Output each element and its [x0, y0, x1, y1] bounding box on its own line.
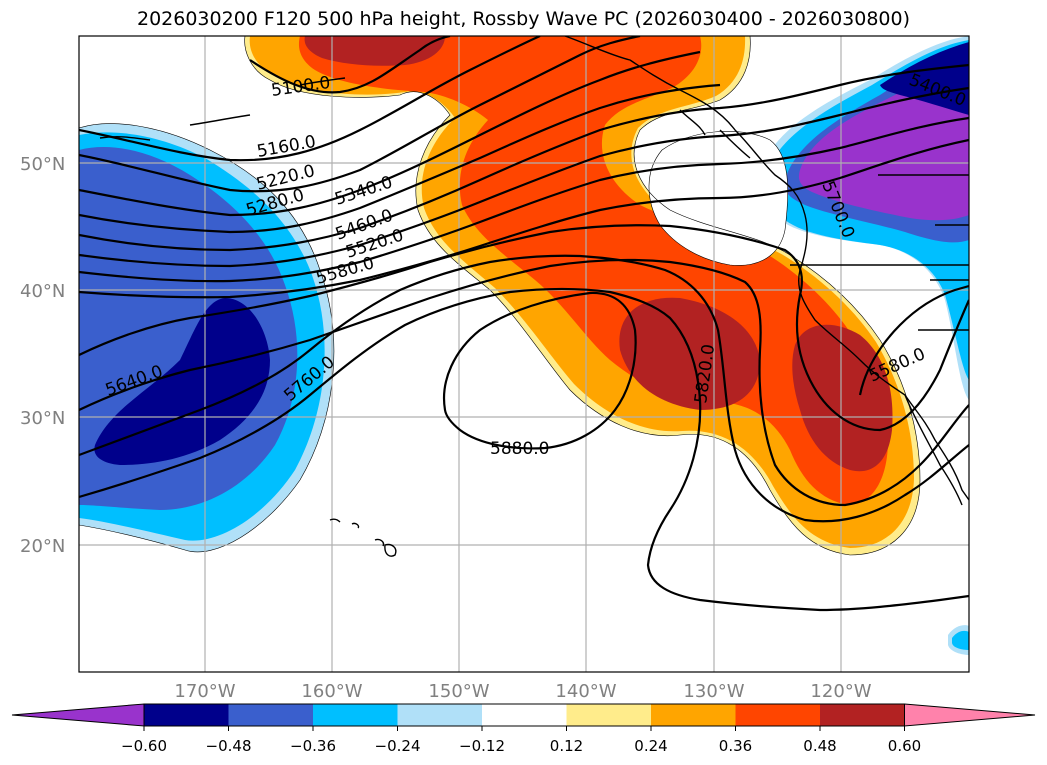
colorbar-tick-2: −0.36	[290, 737, 336, 755]
contour-5580-se	[858, 284, 969, 396]
neg-anomaly-ne-strong	[880, 42, 969, 115]
lon-label-140w: 140°W	[555, 681, 616, 702]
colorbar-tick-8: 0.48	[803, 737, 836, 755]
colorbar: −0.60 −0.48 −0.36 −0.24 −0.12 0.12 0.24 …	[11, 703, 1036, 755]
lat-label-40n: 40°N	[20, 281, 65, 302]
colorbar-tick-3: −0.24	[375, 737, 421, 755]
colorbar-tick-9: 0.60	[888, 737, 921, 755]
colorbar-extend-high	[904, 703, 1036, 727]
colorbar-seg-6	[566, 704, 651, 726]
colorbar-seg-2	[228, 704, 313, 726]
lon-label-130w: 130°W	[683, 681, 744, 702]
colorbar-seg-3	[313, 704, 398, 726]
neg-anomaly-strong	[94, 298, 270, 465]
lat-label-50n: 50°N	[20, 154, 65, 175]
map-title: 2026030200 F120 500 hPa height, Rossby W…	[136, 8, 911, 30]
contour-5640	[79, 224, 969, 432]
contour-5100	[249, 36, 451, 94]
contour-label-5880: 5880.0	[490, 439, 549, 459]
colorbar-tick-5: 0.12	[550, 737, 583, 755]
colorbar-seg-5	[482, 704, 567, 726]
colorbar-seg-1	[144, 704, 229, 726]
contour-5220	[79, 36, 641, 193]
height-contours	[79, 36, 969, 612]
colorbar-tick-1: −0.48	[206, 737, 252, 755]
colorbar-extend-low	[11, 703, 145, 727]
contour-5520	[79, 116, 969, 283]
colorbar-seg-9	[820, 704, 905, 726]
colorbar-tick-7: 0.36	[719, 737, 752, 755]
colorbar-seg-7	[651, 704, 736, 726]
colorbar-tick-0: −0.60	[121, 737, 167, 755]
neg-anomaly-small-weak	[952, 630, 969, 650]
contour-5760	[79, 254, 969, 523]
pos-anomaly-strong-se	[792, 324, 893, 472]
contour-5160	[79, 36, 541, 162]
lon-label-170w: 170°W	[174, 681, 235, 702]
contour-5340	[79, 83, 721, 234]
contour-5280	[79, 50, 701, 217]
contour-5400	[79, 63, 969, 252]
graticule	[79, 36, 969, 672]
anomaly-gap-edge	[648, 131, 789, 266]
latitude-labels: 50°N 40°N 30°N 20°N	[20, 154, 65, 557]
lat-label-20n: 20°N	[20, 536, 65, 557]
contour-5580	[79, 138, 969, 299]
contour-5460	[79, 86, 969, 268]
longitude-labels: 170°W 160°W 150°W 140°W 130°W 120°W	[174, 681, 871, 702]
contour-5820	[79, 287, 969, 612]
colorbar-tick-6: 0.24	[634, 737, 667, 755]
lat-label-30n: 30°N	[20, 408, 65, 429]
lon-label-160w: 160°W	[301, 681, 362, 702]
colorbar-seg-8	[735, 704, 820, 726]
lon-label-120w: 120°W	[810, 681, 871, 702]
colorbar-seg-4	[397, 704, 482, 726]
contour-5880	[442, 291, 637, 450]
lon-label-150w: 150°W	[428, 681, 489, 702]
colorbar-tick-4: −0.12	[459, 737, 505, 755]
contour-5700	[79, 258, 969, 507]
coastlines	[99, 36, 969, 557]
map-frame	[78, 35, 970, 673]
pos-anomaly-strong-n	[304, 36, 445, 66]
